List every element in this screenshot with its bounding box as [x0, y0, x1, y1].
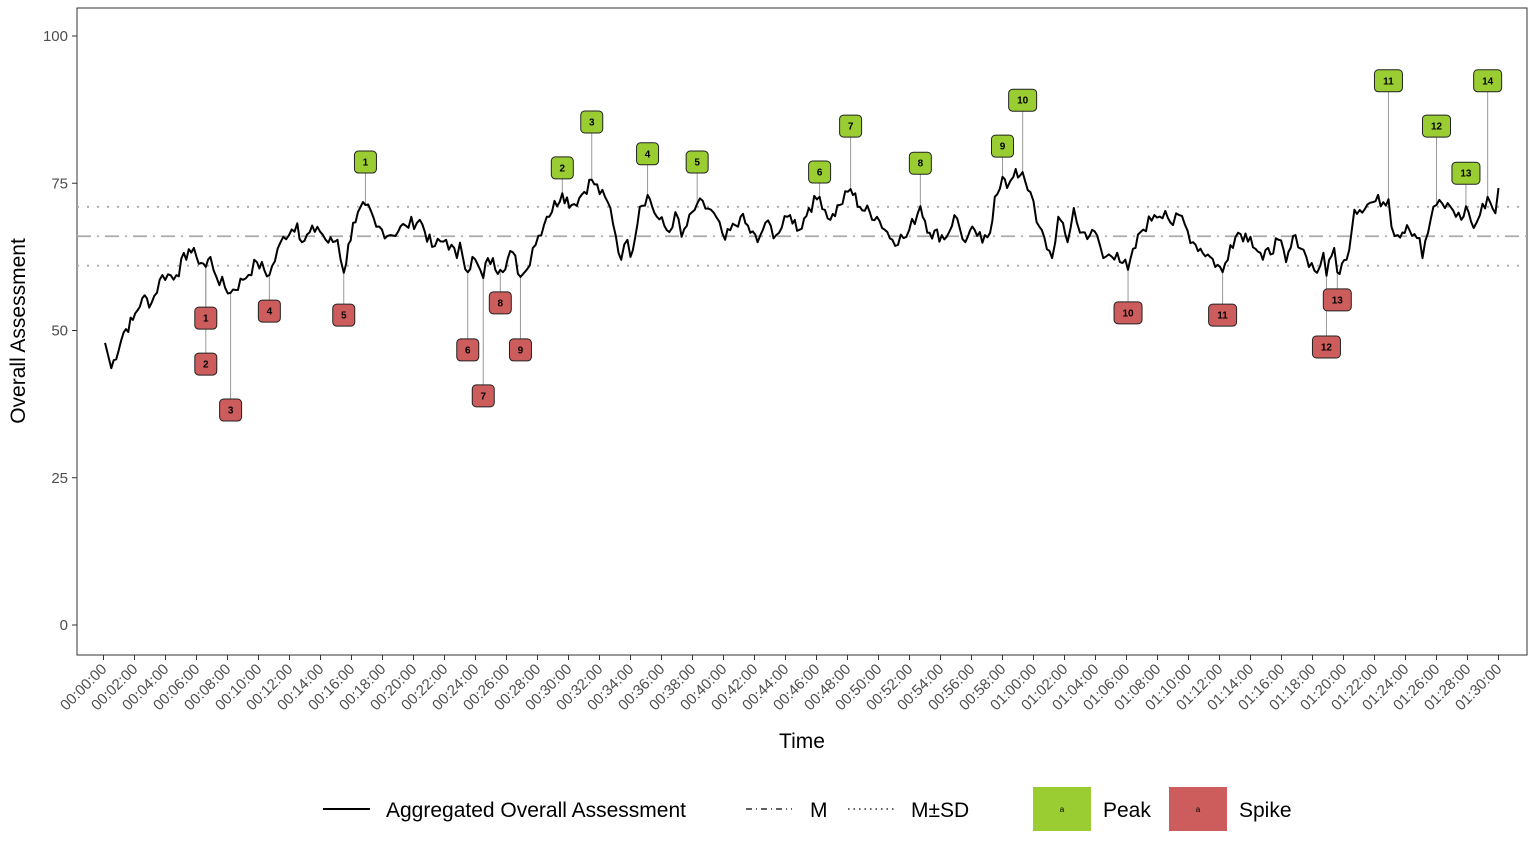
spike-label-11: 11: [1208, 303, 1238, 327]
legend-sd-label: M±SD: [911, 799, 969, 822]
x-axis-title: Time: [779, 730, 825, 753]
legend-spike-key: [1169, 787, 1227, 831]
peak-label-3: 3: [580, 110, 604, 134]
legend-peak-glyph: a: [1060, 805, 1065, 814]
peak-label-text: 12: [1431, 122, 1443, 133]
peak-label-8: 8: [908, 151, 932, 175]
spike-label-text: 5: [341, 311, 347, 322]
spike-label-text: 10: [1122, 308, 1134, 319]
peak-label-1: 1: [353, 150, 377, 174]
peak-label-text: 4: [645, 149, 651, 160]
peak-label-5: 5: [685, 150, 709, 174]
peak-label-text: 11: [1383, 76, 1394, 87]
peak-label-text: 10: [1017, 96, 1029, 107]
spike-label-13: 13: [1322, 288, 1352, 312]
peak-label-text: 2: [560, 163, 566, 174]
spike-label-3: 3: [219, 398, 243, 422]
spike-label-text: 12: [1321, 342, 1333, 353]
y-tick-label: 100: [43, 28, 68, 45]
spike-label-2: 2: [194, 352, 218, 376]
spike-label-6: 6: [456, 338, 480, 362]
spike-label-text: 3: [228, 406, 234, 417]
spike-label-text: 13: [1332, 295, 1344, 306]
spike-label-9: 9: [508, 338, 532, 362]
legend: Aggregated Overall Assessment M M±SD a P…: [323, 787, 1292, 831]
spike-label-4: 4: [257, 299, 281, 323]
y-tick-label: 75: [51, 175, 68, 192]
peak-label-text: 1: [363, 158, 369, 169]
spike-label-text: 11: [1217, 311, 1228, 322]
spike-label-text: 8: [498, 298, 504, 309]
peak-label-text: 7: [848, 122, 854, 133]
legend-peak-key: [1033, 787, 1091, 831]
spike-label-text: 7: [480, 391, 486, 402]
spike-label-text: 4: [267, 307, 273, 318]
peak-label-7: 7: [839, 114, 863, 138]
y-axis-title: Overall Assessment: [7, 238, 30, 424]
peak-label-13: 13: [1451, 161, 1481, 185]
spike-label-1: 1: [194, 306, 218, 330]
peak-label-text: 5: [694, 158, 700, 169]
peak-label-4: 4: [636, 142, 660, 166]
peak-label-9: 9: [991, 134, 1014, 158]
peak-label-14: 14: [1473, 69, 1503, 93]
peak-label-10: 10: [1008, 88, 1038, 112]
peak-label-12: 12: [1422, 114, 1451, 138]
peak-label-text: 9: [1000, 142, 1006, 153]
spike-label-10: 10: [1113, 301, 1143, 325]
legend-line-label: Aggregated Overall Assessment: [386, 799, 686, 822]
spike-label-text: 1: [203, 314, 209, 325]
plot-panel: [76, 7, 1528, 656]
spike-label-7: 7: [471, 384, 495, 408]
legend-spike-glyph: a: [1196, 805, 1201, 814]
y-tick-label: 0: [60, 617, 68, 634]
peak-label-6: 6: [808, 160, 832, 184]
spike-label-8: 8: [488, 291, 512, 315]
y-tick-label: 50: [51, 323, 68, 340]
legend-mean-label: M: [810, 799, 828, 822]
peak-label-text: 3: [589, 117, 595, 128]
peak-label-text: 14: [1482, 76, 1494, 87]
series-line-aggregated-overall-assessment: [104, 168, 1500, 370]
legend-peak-label: Peak: [1103, 799, 1151, 822]
spike-label-12: 12: [1311, 335, 1341, 359]
y-tick-label: 25: [51, 470, 68, 487]
spike-label-text: 9: [518, 345, 524, 356]
peak-label-text: 6: [817, 168, 823, 179]
peak-label-11: 11: [1373, 69, 1403, 93]
spike-label-5: 5: [332, 303, 356, 327]
spike-label-text: 2: [203, 360, 209, 371]
peak-label-2: 2: [550, 156, 574, 180]
legend-spike-label: Spike: [1239, 799, 1292, 822]
peak-label-text: 8: [918, 159, 924, 170]
peak-label-text: 13: [1460, 169, 1472, 180]
spike-label-text: 6: [465, 345, 471, 356]
